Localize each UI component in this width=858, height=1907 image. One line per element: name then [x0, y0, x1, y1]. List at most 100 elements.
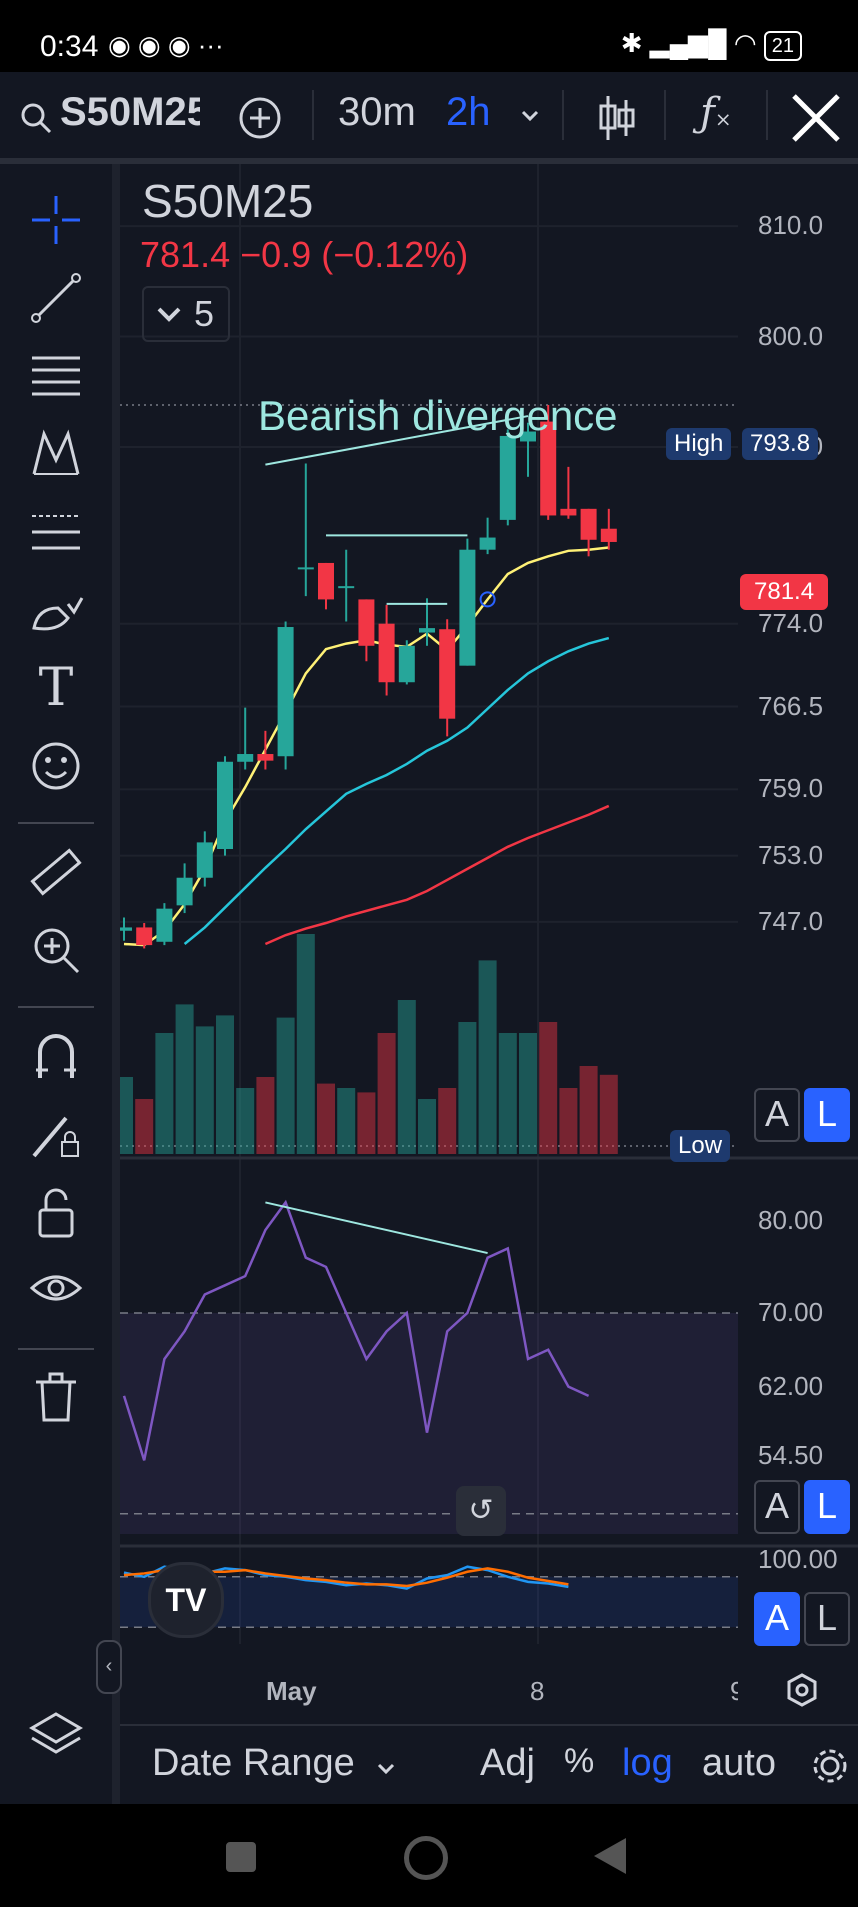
- bottom-toolbar: Date Range Adj % log auto: [120, 1724, 858, 1806]
- volume-bar: [397, 1000, 416, 1154]
- candle-body: [217, 761, 233, 850]
- percent-button[interactable]: %: [564, 1742, 595, 1780]
- volume-bar: [120, 1077, 133, 1154]
- candle-body: [318, 562, 334, 600]
- lock-drawing-icon[interactable]: [24, 1102, 88, 1166]
- candle-body: [136, 927, 153, 946]
- ema-slow-line: [264, 804, 610, 946]
- price-axis-tick: 747.0: [758, 905, 824, 936]
- signal-icon: ▂▄▆█: [649, 28, 727, 58]
- date-range-button[interactable]: Date Range: [152, 1742, 355, 1784]
- compare-add-icon[interactable]: [238, 96, 282, 140]
- high-label: High: [666, 428, 732, 460]
- candle-body: [257, 754, 274, 761]
- zoom-in-icon[interactable]: [24, 918, 88, 982]
- emoji-icon[interactable]: [24, 734, 88, 798]
- layers-icon[interactable]: [24, 1704, 88, 1768]
- fib-retracement-icon[interactable]: [24, 344, 88, 408]
- legend-change-pct: (−0.12%): [321, 234, 469, 275]
- adj-button[interactable]: Adj: [480, 1742, 535, 1784]
- volume-bar: [296, 934, 315, 1154]
- volume-bar: [559, 1088, 578, 1154]
- volume-bar: [579, 1066, 598, 1154]
- auto-scale-button[interactable]: A: [754, 1088, 800, 1142]
- drawing-toolbar: T ‹: [0, 164, 122, 1804]
- candle-body: [358, 599, 375, 646]
- chevron-down-icon[interactable]: [520, 108, 540, 124]
- back-icon[interactable]: [592, 1836, 628, 1876]
- recent-apps-icon[interactable]: [226, 1842, 256, 1872]
- symbol-search[interactable]: S50M25: [60, 90, 200, 134]
- candle-body: [297, 567, 314, 570]
- candle-body: [120, 927, 132, 931]
- log-button[interactable]: log: [622, 1742, 673, 1784]
- candle-body: [419, 628, 435, 633]
- ema-mid-line: [183, 636, 610, 945]
- indicators-icon[interactable]: ƒ×: [700, 90, 732, 136]
- crosshair-icon[interactable]: [24, 188, 88, 252]
- stoch-auto-scale-button[interactable]: A: [754, 1592, 800, 1646]
- ruler-icon[interactable]: [24, 840, 88, 904]
- legend-values: 781.4 −0.9 (−0.12%): [140, 234, 468, 276]
- magnet-icon[interactable]: [24, 1024, 88, 1088]
- volume-bar: [478, 960, 497, 1154]
- collapse-toolbar-button[interactable]: ‹: [96, 1640, 122, 1694]
- status-time: 0:34: [40, 30, 99, 63]
- brush-icon[interactable]: [24, 578, 88, 642]
- divider: [18, 1348, 94, 1350]
- tradingview-logo[interactable]: TV: [148, 1562, 224, 1638]
- candle-type-icon[interactable]: [596, 92, 636, 144]
- divergence-rsi-line: [265, 1201, 488, 1255]
- divergence-price-line: [265, 415, 529, 466]
- settings-icon[interactable]: [810, 1746, 850, 1786]
- candle-body: [520, 431, 536, 442]
- reset-scale-icon[interactable]: ↺: [456, 1486, 506, 1536]
- volume-bar: [357, 1092, 376, 1154]
- candle-body: [156, 908, 173, 942]
- price-axis-tick: 774.0: [758, 607, 824, 638]
- close-icon[interactable]: [790, 92, 842, 144]
- home-icon[interactable]: [404, 1836, 448, 1880]
- pattern-icon[interactable]: [24, 422, 88, 486]
- candle-body: [459, 549, 476, 666]
- candle-body: [479, 537, 496, 550]
- search-icon[interactable]: [18, 100, 54, 136]
- divergence-label[interactable]: Bearish divergence: [258, 392, 618, 439]
- volume-bars: [120, 934, 618, 1154]
- low-label: Low: [670, 1130, 731, 1162]
- unlock-icon[interactable]: [24, 1180, 88, 1244]
- price-axis-tick: 759.0: [758, 773, 824, 804]
- rsi-auto-scale-button[interactable]: A: [754, 1480, 800, 1534]
- text-icon[interactable]: T: [38, 658, 74, 718]
- rsi-log-scale-button[interactable]: L: [804, 1480, 850, 1534]
- volume-bar: [256, 1077, 275, 1154]
- eye-icon[interactable]: [24, 1258, 88, 1322]
- volume-bar: [216, 1015, 234, 1154]
- auto-button[interactable]: auto: [702, 1742, 776, 1784]
- time-tick-9: 9: [730, 1676, 738, 1706]
- price-axis-tick: 810.0: [758, 210, 824, 241]
- log-scale-button[interactable]: L: [804, 1088, 850, 1142]
- trash-icon[interactable]: [24, 1366, 88, 1430]
- grid: [120, 164, 858, 1644]
- interval-2h[interactable]: 2h: [446, 90, 491, 134]
- rsi-axis-tick: 70.00: [758, 1296, 824, 1327]
- legend-symbol: S50M25: [142, 175, 314, 227]
- trend-line-icon[interactable]: [24, 266, 88, 330]
- indicator-collapse-button[interactable]: 5: [142, 286, 230, 342]
- stoch-log-scale-button[interactable]: L: [804, 1592, 850, 1646]
- chart-area[interactable]: S50M25 781.4 −0.9 (−0.12%) 5 Bearish div…: [120, 164, 858, 1724]
- price-axis-tick: 766.5: [758, 690, 824, 721]
- interval-30m[interactable]: 30m: [338, 90, 416, 134]
- wifi-icon: ◠: [733, 28, 757, 58]
- settings-hex-icon[interactable]: [784, 1672, 820, 1708]
- volume-bar: [317, 1083, 335, 1154]
- chart-canvas[interactable]: [120, 164, 858, 1724]
- volume-bar: [175, 1004, 194, 1154]
- candle-body: [277, 627, 294, 757]
- rsi-axis-tick: 62.00: [758, 1370, 824, 1401]
- user-drawings: [265, 415, 529, 605]
- chevron-down-icon[interactable]: [376, 1762, 396, 1776]
- divider: [664, 90, 666, 140]
- forecast-icon[interactable]: [24, 500, 88, 564]
